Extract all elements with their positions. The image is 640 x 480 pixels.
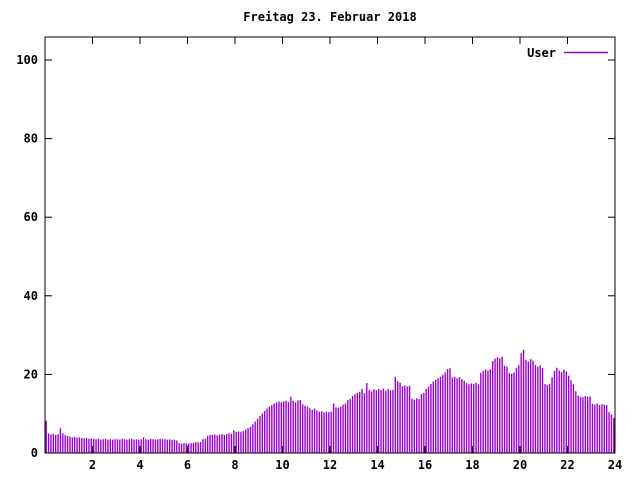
y-axis-label: 100 xyxy=(16,53,38,67)
x-axis-label: 8 xyxy=(231,458,238,472)
x-axis-label: 10 xyxy=(275,458,289,472)
x-axis-label: 20 xyxy=(513,458,527,472)
chart-title: Freitag 23. Februar 2018 xyxy=(243,10,417,24)
x-axis-label: 16 xyxy=(418,458,432,472)
y-axis-label: 60 xyxy=(24,210,38,224)
y-axis-label: 40 xyxy=(24,289,38,303)
legend-label: User xyxy=(527,46,556,60)
y-axis-label: 80 xyxy=(24,132,38,146)
x-axis-label: 6 xyxy=(184,458,191,472)
x-axis-label: 18 xyxy=(465,458,479,472)
x-axis-label: 22 xyxy=(560,458,574,472)
y-axis-label: 20 xyxy=(24,367,38,381)
x-axis-label: 24 xyxy=(608,458,622,472)
plot-border xyxy=(44,36,616,454)
y-axis-label: 0 xyxy=(31,446,38,460)
x-axis-label: 2 xyxy=(89,458,96,472)
x-axis-label: 12 xyxy=(323,458,337,472)
x-axis-label: 4 xyxy=(136,458,143,472)
x-axis-label: 14 xyxy=(370,458,384,472)
